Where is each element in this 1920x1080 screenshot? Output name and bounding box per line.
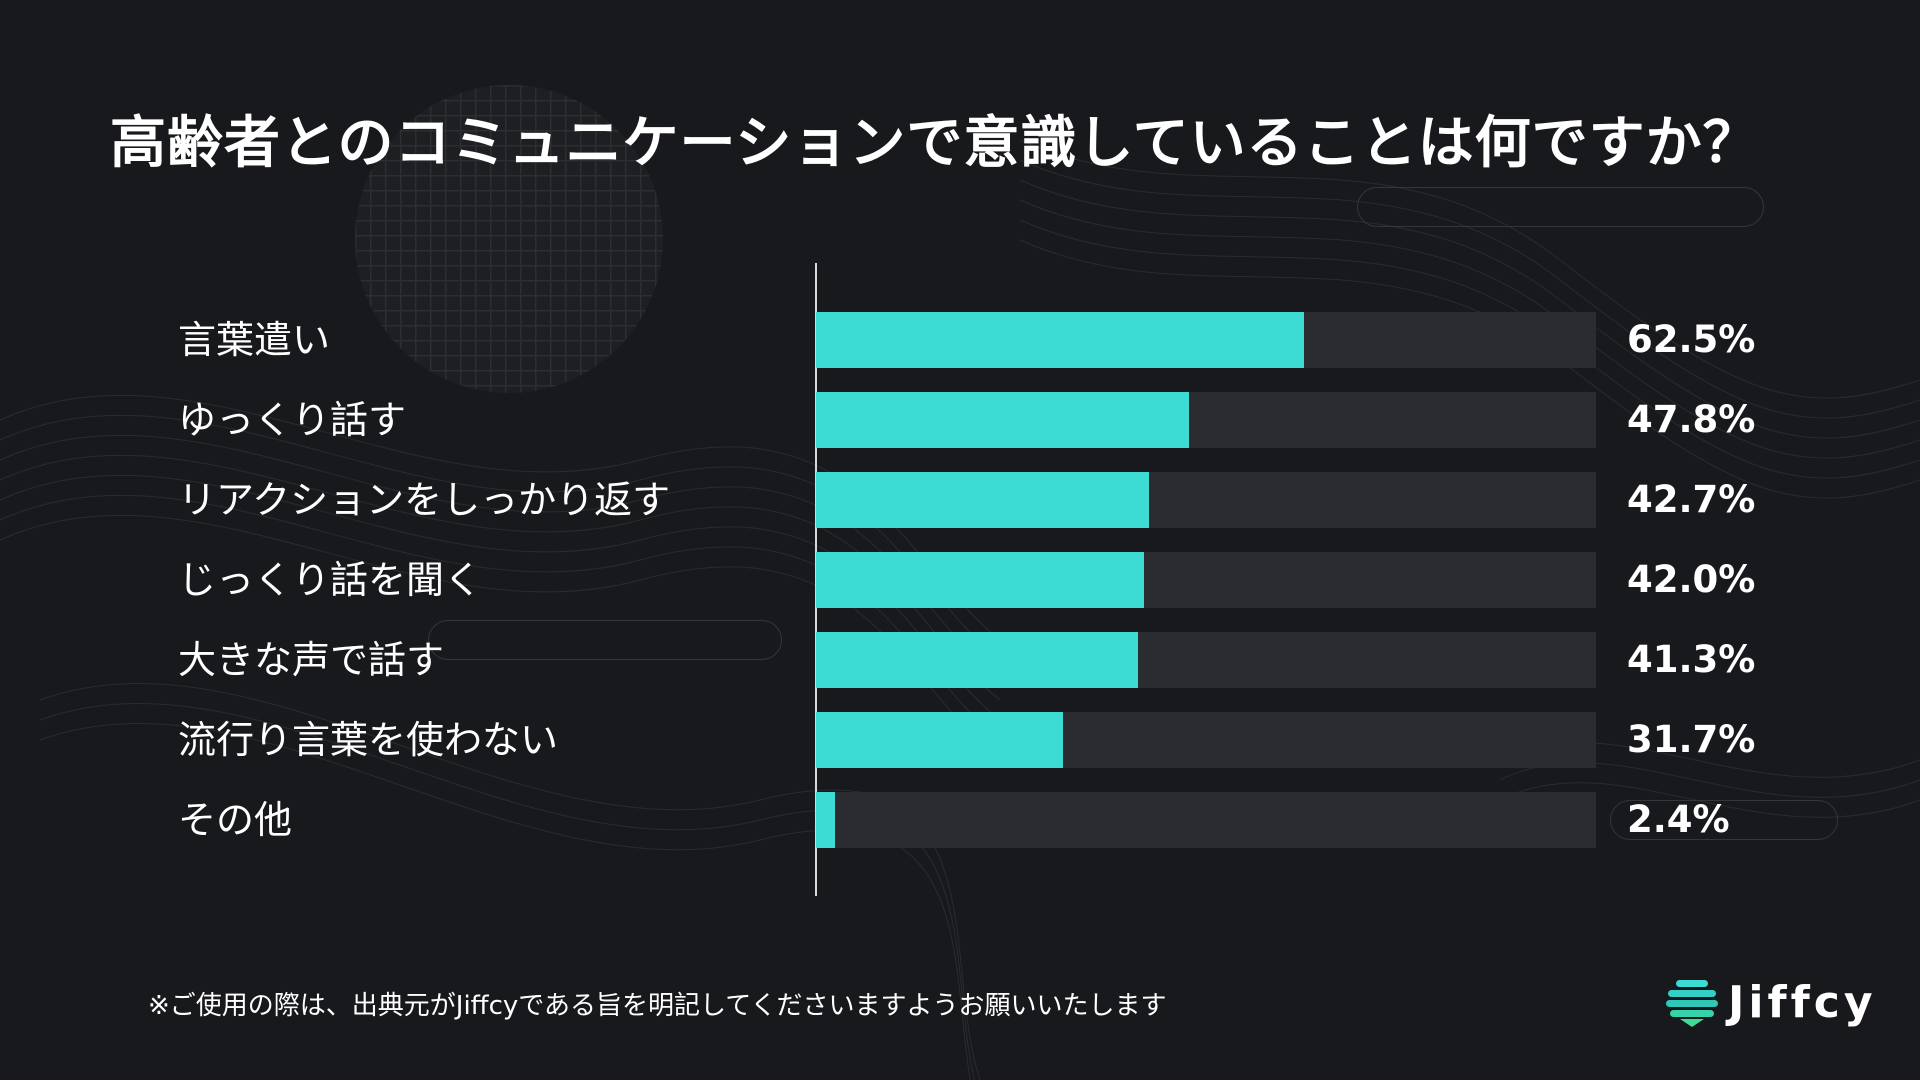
brand-logo: Jiffcy bbox=[1664, 972, 1877, 1032]
category-label: じっくり話を聞く bbox=[178, 558, 483, 602]
data-label: 47.8% bbox=[1627, 398, 1756, 441]
category-label: その他 bbox=[178, 798, 293, 842]
decorative-grid-circle bbox=[355, 85, 663, 393]
data-label: 42.0% bbox=[1627, 558, 1756, 601]
category-label: 大きな声で話す bbox=[178, 638, 445, 682]
data-label: 42.7% bbox=[1627, 478, 1756, 521]
bar bbox=[816, 712, 1064, 768]
bar bbox=[816, 792, 835, 848]
brand-name: Jiffcy bbox=[1728, 976, 1877, 1028]
bar bbox=[816, 392, 1189, 448]
category-label: 言葉遣い bbox=[178, 318, 331, 362]
category-label: 流行り言葉を使わない bbox=[178, 718, 559, 762]
bar bbox=[816, 552, 1144, 608]
decorative-pill bbox=[1357, 187, 1764, 227]
source-footnote: ※ご使用の際は、出典元がJiffcyである旨を明記してくださいますようお願いいた… bbox=[148, 991, 1167, 1021]
bar bbox=[816, 632, 1139, 688]
decorative-pill bbox=[1610, 800, 1838, 840]
decorative-pill bbox=[428, 620, 782, 660]
jiffcy-logo-icon bbox=[1666, 980, 1718, 1027]
chart-title: 高齢者とのコミュニケーションで意識していることは何ですか？ bbox=[110, 111, 1760, 176]
data-label: 41.3% bbox=[1627, 638, 1756, 681]
bar bbox=[816, 472, 1150, 528]
data-label: 62.5% bbox=[1627, 318, 1756, 361]
data-label: 31.7% bbox=[1627, 718, 1756, 761]
category-label: ゆっくり話す bbox=[178, 398, 407, 442]
category-label: リアクションをしっかり返す bbox=[178, 478, 671, 522]
data-label: 2.4% bbox=[1627, 798, 1730, 841]
bar-track bbox=[816, 792, 1596, 848]
bar bbox=[816, 312, 1304, 368]
